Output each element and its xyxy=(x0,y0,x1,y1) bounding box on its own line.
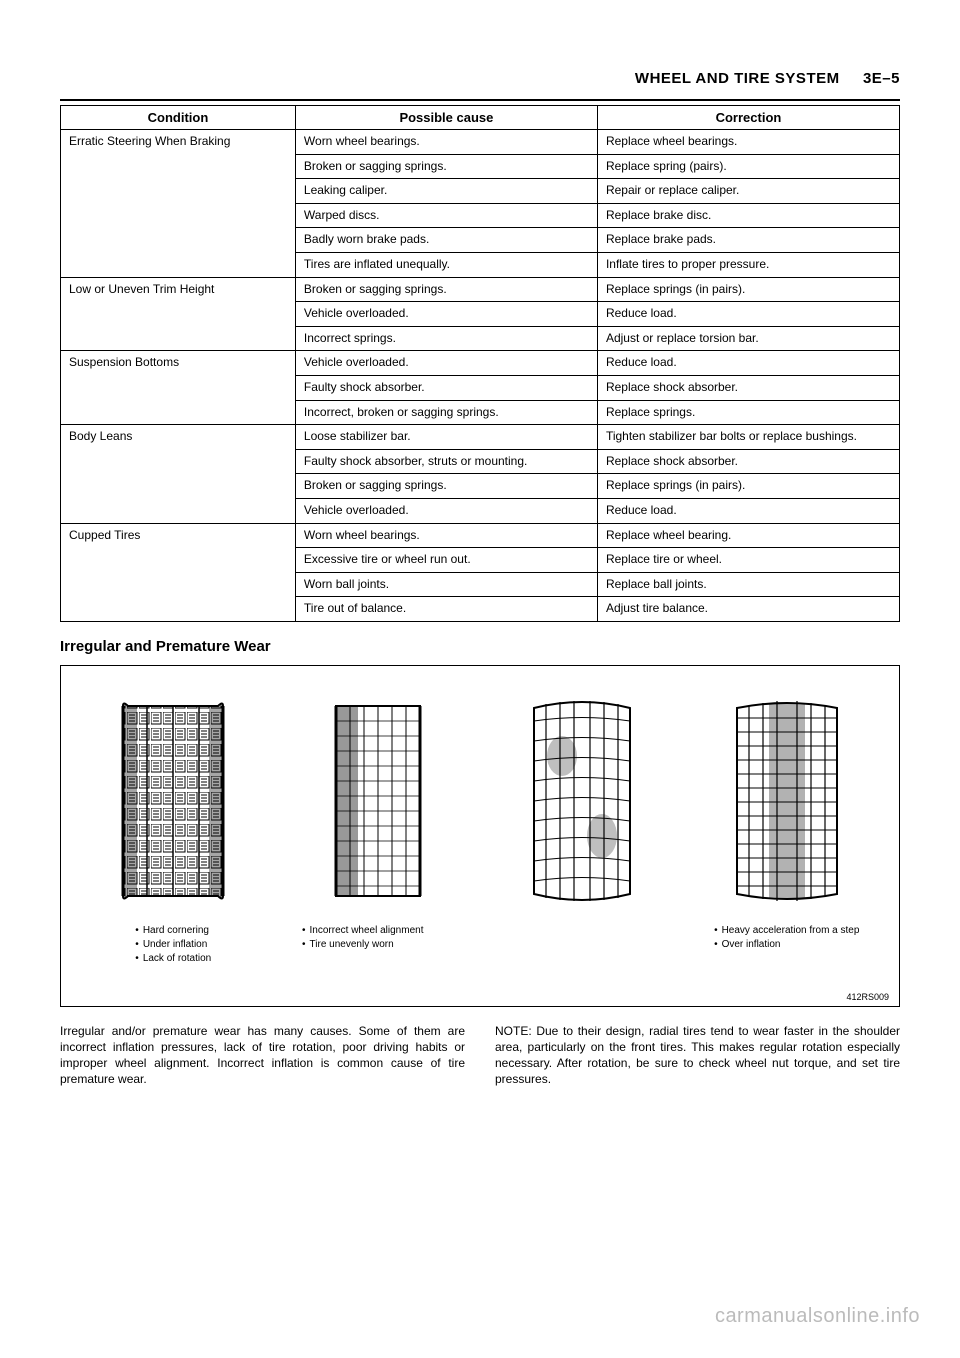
correction-cell: Replace shock absorber. xyxy=(597,375,899,400)
condition-cell: Suspension Bottoms xyxy=(61,351,296,425)
tire-block-3 xyxy=(490,696,675,966)
correction-cell: Replace spring (pairs). xyxy=(597,154,899,179)
cause-cell: Vehicle overloaded. xyxy=(295,351,597,376)
correction-cell: Replace springs (in pairs). xyxy=(597,474,899,499)
caption-line: Lack of rotation xyxy=(135,952,211,966)
tire-caption-4: Heavy acceleration from a stepOver infla… xyxy=(714,924,859,952)
tire-icon xyxy=(308,696,448,906)
col-cause: Possible cause xyxy=(295,106,597,130)
cause-cell: Tire out of balance. xyxy=(295,597,597,622)
cause-cell: Faulty shock absorber. xyxy=(295,375,597,400)
cause-cell: Badly worn brake pads. xyxy=(295,228,597,253)
correction-cell: Repair or replace caliper. xyxy=(597,179,899,204)
condition-cell: Body Leans xyxy=(61,425,296,523)
correction-cell: Replace springs. xyxy=(597,400,899,425)
caption-line: Heavy acceleration from a step xyxy=(714,924,859,938)
correction-cell: Reduce load. xyxy=(597,302,899,327)
cause-cell: Loose stabilizer bar. xyxy=(295,425,597,450)
condition-cell: Cupped Tires xyxy=(61,523,296,621)
header-title: WHEEL AND TIRE SYSTEM xyxy=(635,70,840,87)
tire-block-1: Hard corneringUnder inflationLack of rot… xyxy=(81,696,266,966)
cause-cell: Vehicle overloaded. xyxy=(295,498,597,523)
caption-line: Hard cornering xyxy=(135,924,211,938)
correction-cell: Replace shock absorber. xyxy=(597,449,899,474)
caption-line: Incorrect wheel alignment xyxy=(302,924,423,938)
cause-cell: Worn wheel bearings. xyxy=(295,130,597,155)
cause-cell: Faulty shock absorber, struts or mountin… xyxy=(295,449,597,474)
caption-line: Tire unevenly worn xyxy=(302,938,423,952)
diagnostic-table: Condition Possible cause Correction Erra… xyxy=(60,105,900,622)
cause-cell: Worn wheel bearings. xyxy=(295,523,597,548)
tire-icon xyxy=(512,696,652,906)
correction-cell: Replace brake pads. xyxy=(597,228,899,253)
condition-cell: Low or Uneven Trim Height xyxy=(61,277,296,351)
cause-cell: Leaking caliper. xyxy=(295,179,597,204)
body-text-left: Irregular and/or premature wear has many… xyxy=(60,1023,465,1088)
cause-cell: Broken or sagging springs. xyxy=(295,474,597,499)
correction-cell: Reduce load. xyxy=(597,351,899,376)
correction-cell: Adjust or replace torsion bar. xyxy=(597,326,899,351)
tire-icon xyxy=(103,696,243,906)
cause-cell: Broken or sagging springs. xyxy=(295,154,597,179)
caption-line: Over inflation xyxy=(714,938,859,952)
tire-wear-figure: Hard corneringUnder inflationLack of rot… xyxy=(60,665,900,1007)
tire-icon xyxy=(717,696,857,906)
page-number: 3E–5 xyxy=(863,70,900,87)
tire-block-4: Heavy acceleration from a stepOver infla… xyxy=(695,696,880,966)
header-divider xyxy=(60,99,900,101)
correction-cell: Adjust tire balance. xyxy=(597,597,899,622)
condition-cell: Erratic Steering When Braking xyxy=(61,130,296,278)
tire-caption-2: Incorrect wheel alignmentTire unevenly w… xyxy=(302,924,423,952)
cause-cell: Incorrect springs. xyxy=(295,326,597,351)
figure-label: 412RS009 xyxy=(846,992,889,1002)
correction-cell: Replace tire or wheel. xyxy=(597,548,899,573)
cause-cell: Tires are inflated unequally. xyxy=(295,252,597,277)
correction-cell: Replace wheel bearings. xyxy=(597,130,899,155)
correction-cell: Replace ball joints. xyxy=(597,572,899,597)
cause-cell: Vehicle overloaded. xyxy=(295,302,597,327)
cause-cell: Warped discs. xyxy=(295,203,597,228)
cause-cell: Excessive tire or wheel run out. xyxy=(295,548,597,573)
col-condition: Condition xyxy=(61,106,296,130)
cause-cell: Broken or sagging springs. xyxy=(295,277,597,302)
correction-cell: Tighten stabilizer bar bolts or replace … xyxy=(597,425,899,450)
correction-cell: Inflate tires to proper pressure. xyxy=(597,252,899,277)
cause-cell: Worn ball joints. xyxy=(295,572,597,597)
tire-block-2: Incorrect wheel alignmentTire unevenly w… xyxy=(286,696,471,966)
correction-cell: Replace wheel bearing. xyxy=(597,523,899,548)
body-text-right: NOTE: Due to their design, radial tires … xyxy=(495,1023,900,1088)
section-title: Irregular and Premature Wear xyxy=(60,638,900,655)
tire-caption-1: Hard corneringUnder inflationLack of rot… xyxy=(135,924,211,966)
correction-cell: Replace brake disc. xyxy=(597,203,899,228)
watermark: carmanualsonline.info xyxy=(715,1305,920,1328)
caption-line: Under inflation xyxy=(135,938,211,952)
col-correction: Correction xyxy=(597,106,899,130)
correction-cell: Replace springs (in pairs). xyxy=(597,277,899,302)
cause-cell: Incorrect, broken or sagging springs. xyxy=(295,400,597,425)
correction-cell: Reduce load. xyxy=(597,498,899,523)
